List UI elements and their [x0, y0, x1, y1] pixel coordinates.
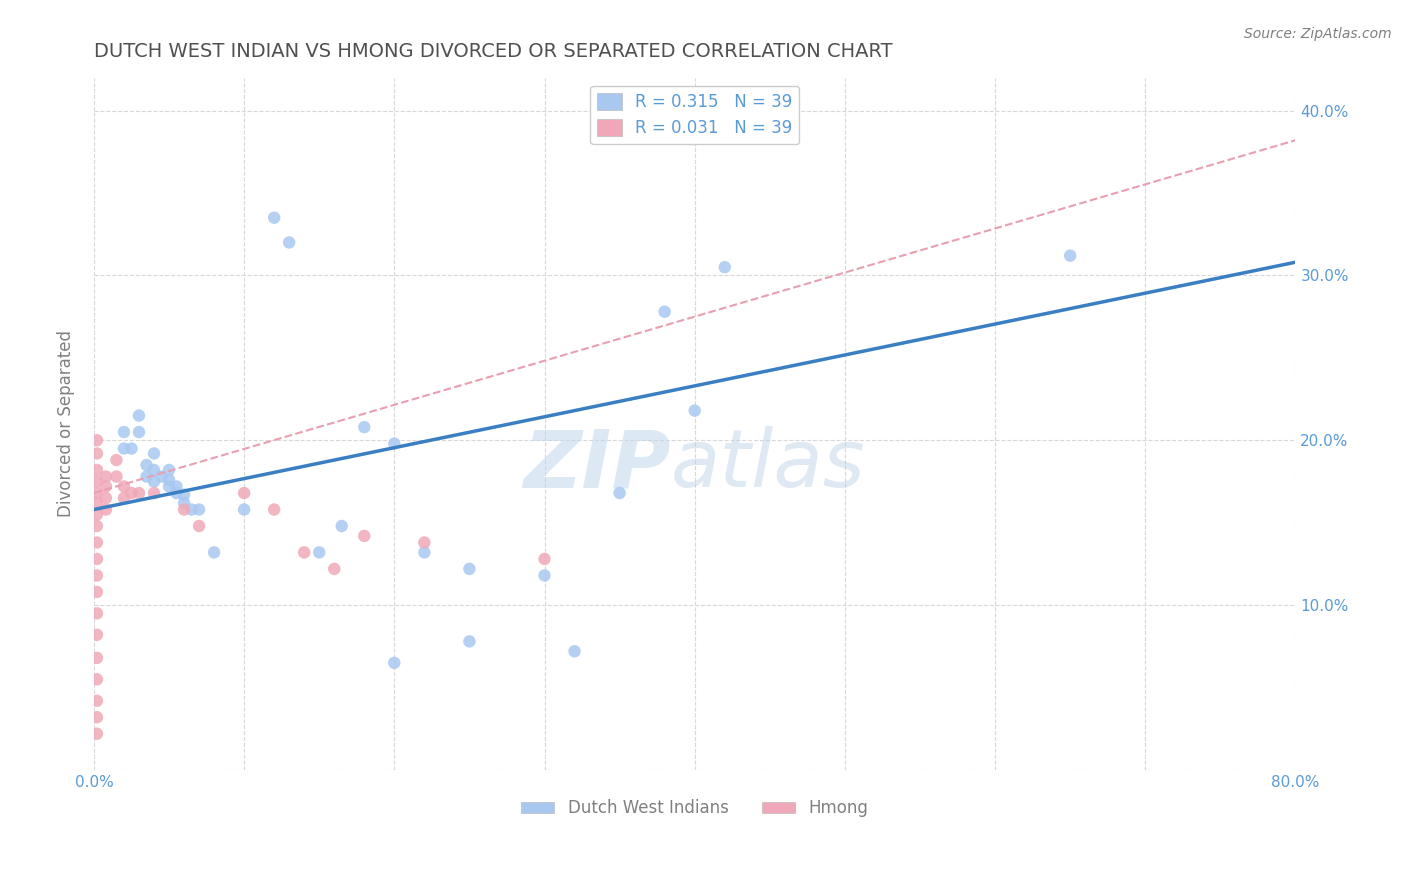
Text: atlas: atlas [671, 426, 866, 504]
Text: ZIP: ZIP [523, 426, 671, 504]
Point [278, 235, 301, 250]
Point [292, 545, 315, 559]
Point [86, 446, 108, 460]
Point [413, 545, 436, 559]
Point [121, 486, 143, 500]
Point [86, 727, 108, 741]
Point [135, 458, 157, 472]
Text: DUTCH WEST INDIAN VS HMONG DIVORCED OR SEPARATED CORRELATION CHART: DUTCH WEST INDIAN VS HMONG DIVORCED OR S… [94, 42, 893, 61]
Point [382, 436, 405, 450]
Point [150, 469, 173, 483]
Point [413, 535, 436, 549]
Point [94, 479, 117, 493]
Point [564, 644, 586, 658]
Point [86, 496, 108, 510]
Point [323, 562, 346, 576]
Point [94, 469, 117, 483]
Point [86, 486, 108, 500]
Point [86, 475, 108, 489]
Point [105, 453, 128, 467]
Point [713, 260, 735, 275]
Point [112, 425, 135, 439]
Point [609, 486, 631, 500]
Point [86, 607, 108, 621]
Point [86, 651, 108, 665]
Point [86, 508, 108, 522]
Point [112, 442, 135, 456]
Point [143, 463, 166, 477]
Point [353, 420, 375, 434]
Point [188, 502, 211, 516]
Point [86, 585, 108, 599]
Point [86, 434, 108, 448]
Legend: Dutch West Indians, Hmong: Dutch West Indians, Hmong [515, 793, 875, 824]
Point [86, 673, 108, 687]
Point [135, 469, 157, 483]
Point [233, 502, 256, 516]
Point [94, 491, 117, 505]
Point [233, 486, 256, 500]
Point [180, 502, 202, 516]
Point [86, 519, 108, 533]
Point [86, 710, 108, 724]
Point [86, 628, 108, 642]
Point [173, 502, 195, 516]
Point [143, 486, 166, 500]
Point [157, 473, 180, 487]
Point [86, 694, 108, 708]
Point [173, 488, 195, 502]
Point [112, 491, 135, 505]
Y-axis label: Divorced or Separated: Divorced or Separated [58, 330, 75, 517]
Point [533, 568, 555, 582]
Point [458, 562, 481, 576]
Point [128, 409, 150, 423]
Point [1059, 249, 1081, 263]
Point [263, 211, 285, 225]
Point [94, 502, 117, 516]
Point [166, 486, 188, 500]
Point [188, 519, 211, 533]
Point [86, 463, 108, 477]
Point [683, 403, 706, 417]
Point [86, 535, 108, 549]
Point [105, 469, 128, 483]
Point [654, 304, 676, 318]
Point [128, 425, 150, 439]
Point [166, 479, 188, 493]
Point [157, 463, 180, 477]
Point [202, 545, 225, 559]
Point [308, 545, 330, 559]
Point [86, 568, 108, 582]
Point [157, 479, 180, 493]
Point [128, 486, 150, 500]
Point [143, 475, 166, 489]
Point [121, 442, 143, 456]
Point [263, 502, 285, 516]
Point [173, 496, 195, 510]
Point [382, 656, 405, 670]
Point [458, 634, 481, 648]
Point [353, 529, 375, 543]
Point [330, 519, 353, 533]
Text: Source: ZipAtlas.com: Source: ZipAtlas.com [1244, 27, 1392, 41]
Point [86, 552, 108, 566]
Point [143, 446, 166, 460]
Point [533, 552, 555, 566]
Point [112, 479, 135, 493]
